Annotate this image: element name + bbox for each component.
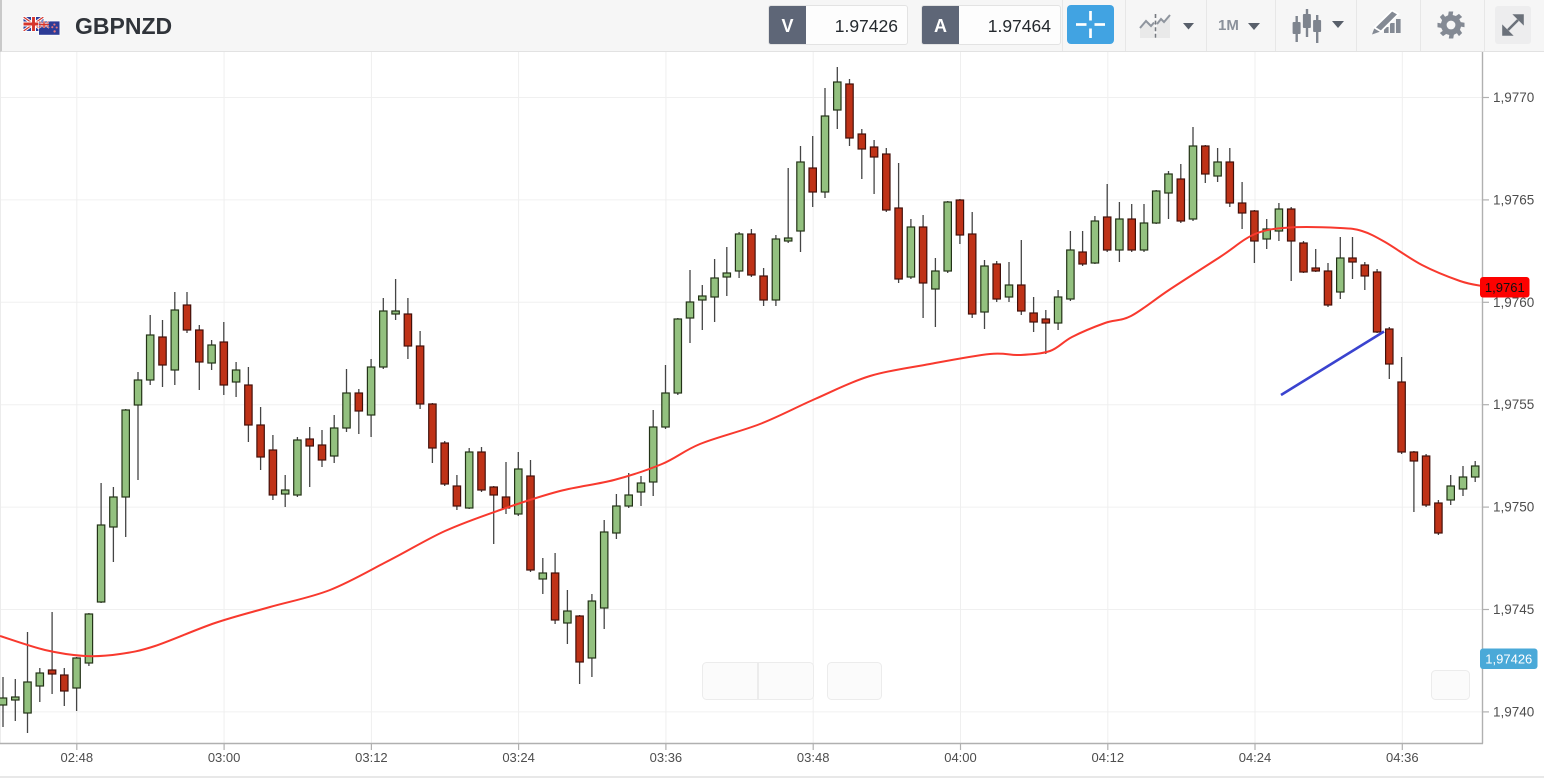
svg-text:04:12: 04:12	[1092, 750, 1125, 765]
svg-text:1,9761: 1,9761	[1485, 280, 1525, 295]
svg-text:03:24: 03:24	[502, 750, 535, 765]
svg-text:02:48: 02:48	[61, 750, 94, 765]
svg-text:03:00: 03:00	[208, 750, 241, 765]
svg-text:04:00: 04:00	[944, 750, 977, 765]
svg-text:1,9750: 1,9750	[1493, 500, 1534, 515]
svg-text:1,9745: 1,9745	[1493, 602, 1534, 617]
svg-text:03:12: 03:12	[355, 750, 388, 765]
svg-text:04:36: 04:36	[1386, 750, 1419, 765]
svg-text:1,9755: 1,9755	[1493, 397, 1534, 412]
svg-text:1,9765: 1,9765	[1493, 192, 1534, 207]
svg-text:03:48: 03:48	[797, 750, 830, 765]
svg-text:04:24: 04:24	[1239, 750, 1272, 765]
svg-text:1,9740: 1,9740	[1493, 704, 1534, 719]
svg-text:1,9760: 1,9760	[1493, 295, 1534, 310]
svg-text:1,97426: 1,97426	[1485, 652, 1532, 667]
svg-text:1,9770: 1,9770	[1493, 90, 1534, 105]
svg-text:03:36: 03:36	[650, 750, 683, 765]
